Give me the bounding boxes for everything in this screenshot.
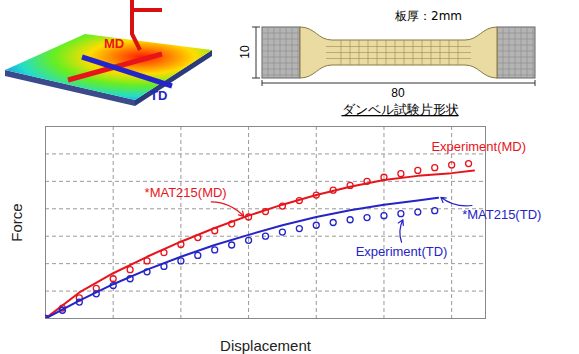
svg-text:80: 80 [391,86,405,100]
svg-text:10: 10 [238,45,252,59]
svg-text:板厚：2mm: 板厚：2mm [394,9,462,23]
svg-text:*MAT215(TD): *MAT215(TD) [462,207,541,222]
svg-text:Experiment(TD): Experiment(TD) [356,244,448,259]
svg-text:TD: TD [150,88,167,103]
svg-text:Force: Force [8,203,25,241]
svg-text:*MAT215(MD): *MAT215(MD) [145,185,227,200]
svg-text:Experiment(MD): Experiment(MD) [431,139,526,154]
svg-text:Displacement: Displacement [220,337,312,354]
svg-text:MD: MD [104,36,124,51]
svg-text:ダンベル試験片形状: ダンベル試験片形状 [342,102,459,117]
